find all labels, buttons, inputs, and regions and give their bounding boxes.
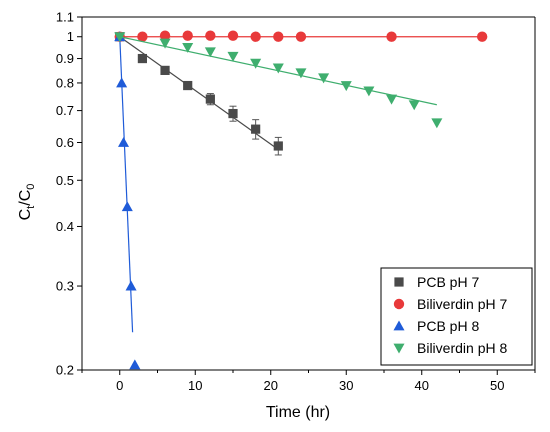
data-point — [295, 68, 307, 79]
x-axis-label: Time (hr) — [266, 404, 330, 421]
y-axis-label-mid: /C — [17, 190, 34, 206]
y-tick-label: 0.7 — [56, 103, 74, 118]
x-tick-label: 50 — [490, 378, 504, 393]
data-point — [159, 30, 171, 41]
y-tick-label: 0.9 — [56, 51, 74, 66]
data-point — [182, 30, 193, 41]
data-point — [204, 47, 216, 58]
data-point — [250, 31, 261, 42]
data-point — [273, 31, 284, 42]
y-tick-label: 1 — [67, 29, 74, 44]
y-tick-label: 0.6 — [56, 135, 74, 150]
legend-box — [380, 267, 533, 366]
data-point — [431, 118, 443, 129]
data-point — [318, 73, 330, 84]
y-tick-label: 0.8 — [56, 75, 74, 90]
data-point — [476, 31, 488, 42]
y-tick-label: 0.2 — [56, 363, 74, 378]
y-axis-label: Ct/C0 — [17, 184, 37, 221]
data-point — [159, 38, 171, 49]
data-point — [118, 136, 130, 147]
y-tick-label: 1.1 — [56, 10, 74, 25]
data-point — [182, 42, 194, 53]
data-point — [114, 32, 126, 43]
data-point — [205, 30, 216, 41]
y-axis-label-sub1: t — [25, 206, 37, 209]
legend-label: PCB pH 8 — [417, 318, 479, 334]
data-point — [273, 141, 283, 151]
series-1 — [114, 30, 488, 42]
data-point — [272, 63, 284, 74]
legend-label: Biliverdin pH 8 — [417, 340, 507, 356]
legend-label: Biliverdin pH 7 — [417, 296, 507, 312]
data-point — [183, 80, 193, 91]
x-tick-label: 30 — [339, 378, 353, 393]
data-point — [340, 81, 352, 92]
data-point — [227, 30, 239, 41]
y-tick-label: 0.3 — [56, 279, 74, 294]
series-2 — [114, 31, 141, 370]
y-tick-label: 0.5 — [56, 173, 74, 188]
x-tick-label: 40 — [415, 378, 429, 393]
data-point — [408, 100, 420, 111]
data-point — [228, 108, 238, 119]
x-tick-label: 10 — [188, 378, 202, 393]
data-point — [137, 53, 147, 64]
data-point — [205, 94, 215, 104]
plot-layer — [114, 30, 488, 370]
series-0 — [115, 32, 283, 156]
x-tick-label: 0 — [116, 378, 123, 393]
legend-marker — [393, 343, 405, 354]
data-point — [251, 124, 261, 134]
legend-marker — [394, 277, 404, 287]
legend-label: PCB pH 7 — [417, 274, 479, 290]
data-point — [363, 86, 375, 97]
data-point — [386, 94, 398, 105]
data-point — [160, 65, 170, 75]
y-axis-label-sub2: 0 — [25, 184, 37, 190]
data-point — [250, 58, 262, 69]
data-point — [137, 31, 148, 42]
data-point — [295, 31, 307, 42]
data-point — [227, 51, 239, 62]
axes-layer: 0 10 20 30 40 50 0.2 0.3 0.4 0.5 0.6 0.7 0.8 0.9 1 1.1 — [56, 10, 536, 393]
legend-marker — [393, 298, 405, 310]
legend-marker — [393, 320, 405, 331]
data-point — [386, 31, 397, 42]
y-tick-label: 0.4 — [56, 219, 74, 234]
series-3 — [114, 32, 443, 129]
y-axis-label-main: C — [17, 209, 34, 221]
data-point — [125, 280, 137, 291]
data-point — [116, 77, 128, 88]
legend: PCB pH 7 Biliverdin pH 7 PCB pH 8 Biliverdi… — [380, 267, 533, 366]
x-tick-label: 20 — [264, 378, 278, 393]
data-point — [121, 201, 133, 212]
data-point — [129, 359, 141, 370]
